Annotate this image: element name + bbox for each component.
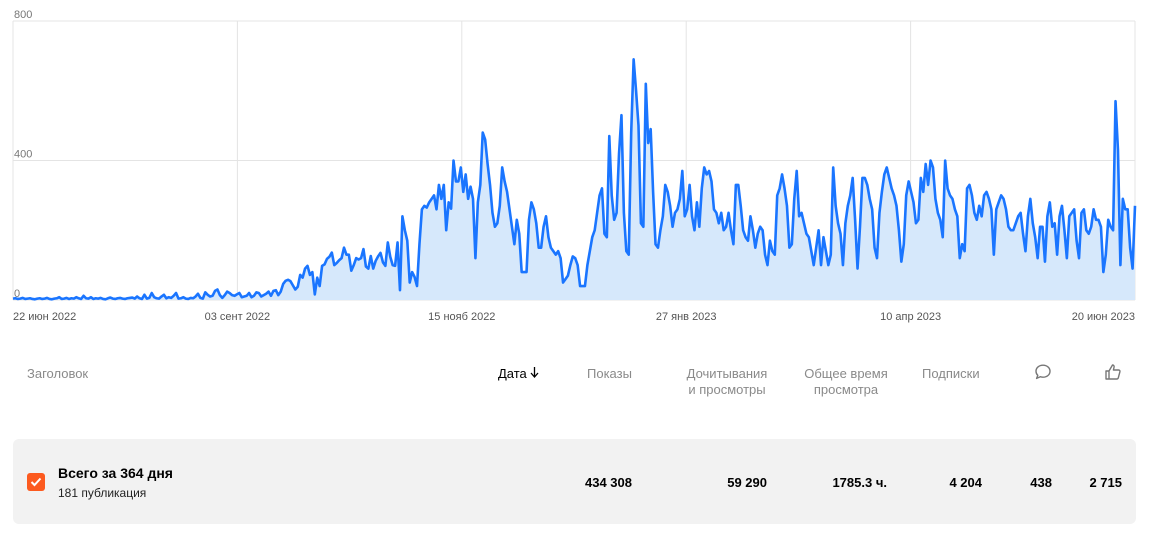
total-reads: 59 290 bbox=[727, 475, 767, 490]
series-area-fill bbox=[13, 59, 1135, 300]
x-tick-label: 27 янв 2023 bbox=[656, 311, 717, 323]
y-axis: 0 400 800 bbox=[14, 9, 32, 300]
total-checkbox[interactable] bbox=[27, 473, 45, 491]
column-header-subs[interactable]: Подписки bbox=[922, 366, 980, 381]
total-shows: 434 308 bbox=[585, 475, 632, 490]
x-tick-label: 22 июн 2022 bbox=[13, 311, 76, 323]
column-header-title[interactable]: Заголовок bbox=[27, 366, 89, 381]
column-header-shows[interactable]: Показы bbox=[587, 366, 632, 381]
views-chart: 22 июн 2022 03 сент 2022 15 нояб 2022 27 ян… bbox=[12, 9, 1137, 323]
column-header-time[interactable]: Общее время просмотра bbox=[800, 366, 892, 398]
y-tick-label: 800 bbox=[14, 9, 32, 21]
y-tick-label: 400 bbox=[14, 149, 32, 161]
total-row: Всего за 364 дня 181 публикация 434 308 … bbox=[13, 439, 1136, 524]
thumbs-up-icon[interactable] bbox=[1104, 363, 1122, 381]
check-icon bbox=[30, 477, 42, 487]
column-header-date[interactable]: Дата bbox=[498, 366, 539, 381]
y-tick-label: 0 bbox=[14, 288, 20, 300]
date-header-label: Дата bbox=[498, 366, 527, 381]
series-line bbox=[12, 58, 1137, 301]
total-title: Всего за 364 дня bbox=[58, 465, 173, 481]
comment-icon[interactable] bbox=[1034, 363, 1052, 381]
arrow-down-icon bbox=[530, 366, 539, 381]
x-axis: 22 июн 2022 03 сент 2022 15 нояб 2022 27 ян… bbox=[13, 311, 1135, 323]
reads-header-line2: и просмотры bbox=[688, 382, 766, 397]
total-comments: 438 bbox=[1030, 475, 1052, 490]
x-tick-label: 10 апр 2023 bbox=[880, 311, 941, 323]
total-subtitle: 181 публикация bbox=[58, 486, 147, 500]
column-header-reads[interactable]: Дочитывания и просмотры bbox=[684, 366, 770, 398]
x-tick-label: 03 сент 2022 bbox=[205, 311, 271, 323]
time-header-line2: просмотра bbox=[813, 382, 879, 397]
total-likes: 2 715 bbox=[1089, 475, 1122, 490]
total-time: 1785.3 ч. bbox=[832, 475, 887, 490]
x-tick-label: 20 июн 2023 bbox=[1072, 311, 1135, 323]
x-tick-label: 15 нояб 2022 bbox=[428, 311, 495, 323]
reads-header-line1: Дочитывания bbox=[686, 366, 768, 381]
total-subs: 4 204 bbox=[949, 475, 982, 490]
time-header-line1: Общее время bbox=[804, 366, 888, 381]
